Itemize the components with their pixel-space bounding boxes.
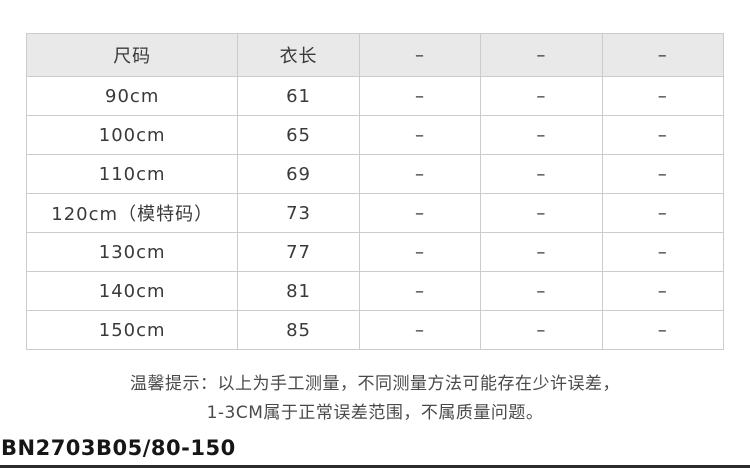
table-row: 150cm 85– – – [25,310,725,350]
note-line-2: 1-3CM属于正常误差范围，不属质量问题。 [206,403,544,423]
table-body: 90cm 61– – –100cm 65– – –110cm 69– – –120cm（模特码） 7… [25,76,725,350]
table-cell: – [601,271,725,311]
table-row: 140cm 81– – – [25,271,725,311]
measurement-note: 温馨提示：以上为手工测量，不同测量方法可能存在少许误差， 1-3CM属于正常误差… [0,370,750,428]
column-header-1: 衣长 [237,33,360,77]
table-cell: – [358,232,482,272]
table-cell: 73 [237,193,360,233]
column-header-2: – [358,33,482,77]
table-cell: 140cm [25,271,239,311]
table-cell: – [358,115,482,155]
table-cell: – [601,193,725,233]
table-cell: – [480,271,603,311]
table-cell: 65 [237,115,360,155]
table-cell: 100cm [25,115,239,155]
size-table: 尺码 衣长 – – – 90cm 61– – –100cm 65– – –110cm 69– – –120… [25,33,725,350]
column-header-4: – [601,33,725,77]
table-row: 110cm 69– – – [25,154,725,194]
table-cell: 120cm（模特码） [25,193,239,233]
column-header-0: 尺码 [25,33,239,77]
table-row: 90cm 61– – – [25,76,725,116]
table-cell: 77 [237,232,360,272]
table-cell: – [601,76,725,116]
table-cell: – [601,310,725,350]
table-cell: – [601,232,725,272]
table-cell: – [358,76,482,116]
table-cell: – [480,310,603,350]
table-row: 100cm 65– – – [25,115,725,155]
table-cell: 110cm [25,154,239,194]
table-cell: – [358,193,482,233]
table-cell: 85 [237,310,360,350]
table-cell: – [480,193,603,233]
table-cell: – [358,271,482,311]
table-cell: – [480,76,603,116]
table-cell: – [480,232,603,272]
note-line-1: 温馨提示：以上为手工测量，不同测量方法可能存在少许误差， [130,374,620,394]
table-cell: – [480,115,603,155]
table-cell: 90cm [25,76,239,116]
table-row: 130cm 77– – – [25,232,725,272]
product-code: BN2703B05/80-150 [1,436,236,460]
table-cell: – [480,154,603,194]
table-cell: – [601,115,725,155]
bottom-divider [0,465,750,468]
table-cell: 69 [237,154,360,194]
table-cell: 81 [237,271,360,311]
table-cell: 130cm [25,232,239,272]
table-row: 120cm（模特码） 73– – – [25,193,725,233]
table-header-row: 尺码 衣长 – – – [25,33,725,77]
table-cell: – [601,154,725,194]
table-cell: 61 [237,76,360,116]
table-cell: 150cm [25,310,239,350]
table-cell: – [358,310,482,350]
column-header-3: – [480,33,603,77]
table-cell: – [358,154,482,194]
